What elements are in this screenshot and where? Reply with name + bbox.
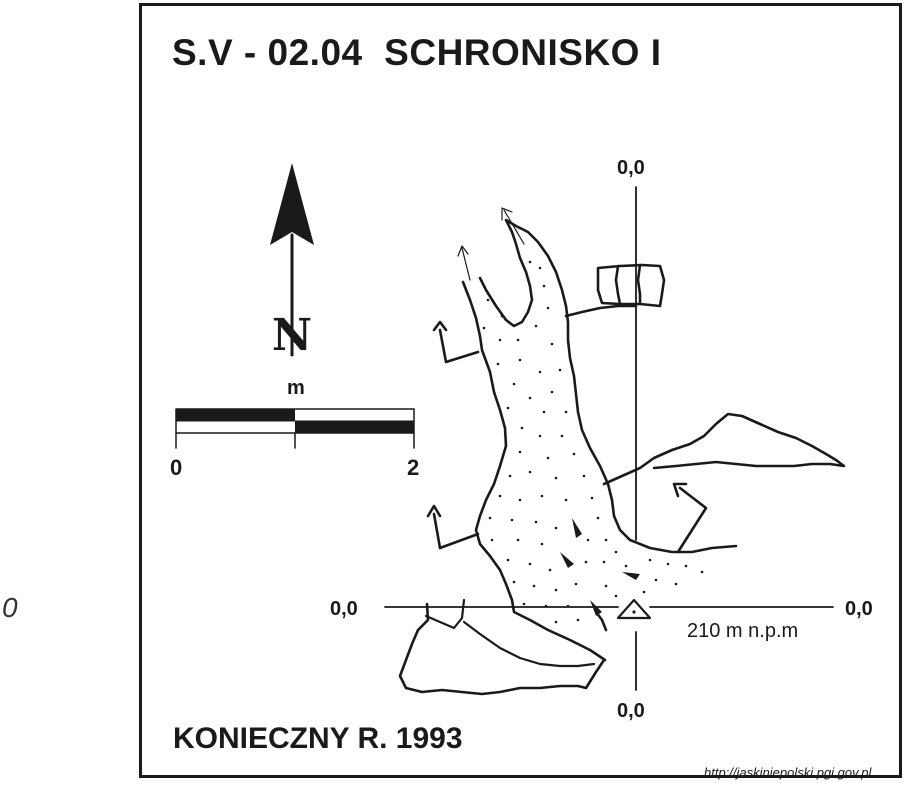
unexplored-arrow-north [457, 207, 525, 281]
north-arrow-icon [270, 163, 314, 357]
side-passage-north-east [564, 263, 666, 318]
side-passage-south-west [398, 602, 606, 696]
passage-arrow-west-lower [426, 504, 480, 550]
passage-arrow-west-upper [432, 320, 480, 364]
grid-label-left: 0,0 [330, 598, 358, 620]
elevation-label: 210 m n.p.m [687, 620, 799, 642]
cave-wall-north-horns [478, 218, 738, 554]
passage-arrow-east [672, 482, 708, 554]
cave-wall-west [461, 280, 607, 662]
north-label: N [272, 310, 312, 361]
grid-lines [384, 186, 834, 691]
grid-label-bottom: 0,0 [617, 700, 645, 722]
margin-mark: 0 [2, 592, 18, 623]
cave-wall-south [594, 610, 608, 632]
grid-label-top: 0,0 [617, 157, 645, 179]
entrance-triangle-icon [616, 598, 652, 620]
floor-sediment-dots [482, 260, 704, 624]
slope-markers [560, 518, 640, 616]
scale-bar [175, 408, 415, 449]
map-frame [139, 3, 902, 778]
scale-unit-label: m [287, 377, 305, 399]
author-credit: KONIECZNY R. 1993 [173, 722, 463, 755]
scale-end-label: 2 [407, 455, 420, 480]
scale-start-label: 0 [170, 455, 183, 480]
grid-label-right: 0,0 [845, 598, 873, 620]
side-passage-east [602, 412, 846, 486]
map-title: S.V - 02.04 SCHRONISKO I [172, 32, 662, 73]
source-url-link[interactable]: http://jaskiniepolski.pgi.gov.pl [704, 765, 872, 780]
